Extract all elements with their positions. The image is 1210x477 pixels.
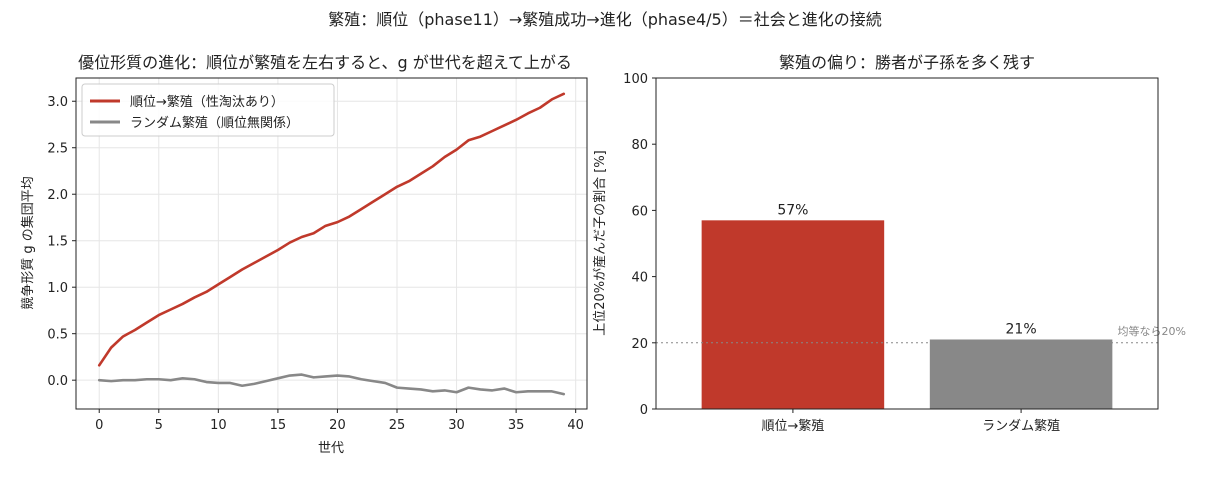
series-line-random xyxy=(97,373,566,396)
figure-suptitle: 繁殖：順位（phase11）→繁殖成功→進化（phase4/5）＝社会と進化の接… xyxy=(328,10,882,29)
y-tick-label: 1.5 xyxy=(47,235,68,250)
legend-label-ranked: 順位→繁殖（性淘汰あり） xyxy=(130,94,284,110)
line-chart-y-ticks: 0.0 0.5 1.0 1.5 2.0 2.5 3.0 xyxy=(47,95,76,389)
bar-value-label: 21% xyxy=(1006,321,1037,337)
bar-chart-frame xyxy=(655,77,1159,410)
y-tick-label: 0 xyxy=(640,403,648,418)
y-tick-label: 3.0 xyxy=(47,95,68,110)
bar-value-label: 57% xyxy=(777,202,808,218)
line-chart-title: 優位形質の進化：順位が繁殖を左右すると、g が世代を超えて上がる xyxy=(78,53,572,72)
bar-0 xyxy=(701,220,885,409)
reference-line-label: 均等なら20% xyxy=(1118,324,1186,338)
x-tick-label: 10 xyxy=(210,418,227,433)
bar-chart-title: 繁殖の偏り：勝者が子孫を多く残す xyxy=(779,53,1035,72)
line-chart-y-label: 競争形質 g の集団平均 xyxy=(20,176,36,310)
x-tick-label: 5 xyxy=(155,418,163,433)
line-chart-x-label: 世代 xyxy=(318,441,344,456)
x-tick-label: 35 xyxy=(508,418,525,433)
line-chart-legend: 順位→繁殖（性淘汰あり） ランダム繁殖（順位無関係） xyxy=(81,83,335,137)
y-tick-label: 80 xyxy=(631,138,648,153)
bar-chart-y-label: 上位20%が産んだ子の割合 [%] xyxy=(592,150,608,336)
x-tick-label: 15 xyxy=(270,418,287,433)
bar-chart-x-ticks: 順位→繁殖 ランダム繁殖 xyxy=(761,409,1060,434)
line-chart-frame xyxy=(75,77,588,410)
y-tick-label: 0.5 xyxy=(47,328,68,343)
series-line-ranked xyxy=(97,92,566,367)
line-chart-grid xyxy=(76,78,587,409)
x-tick-label: 順位→繁殖 xyxy=(761,418,824,434)
bar-chart-bars: 57% 21% xyxy=(701,202,1113,409)
line-chart: 優位形質の進化：順位が繁殖を左右すると、g が世代を超えて上がる 0 5 10 15 2… xyxy=(20,53,588,456)
bar-chart-y-ticks: 0 20 40 60 80 100 xyxy=(623,72,656,418)
legend-label-random: ランダム繁殖（順位無関係） xyxy=(130,115,299,131)
line-chart-series xyxy=(97,92,566,396)
y-tick-label: 2.5 xyxy=(47,142,68,157)
x-tick-label: 20 xyxy=(329,418,346,433)
y-tick-label: 1.0 xyxy=(47,281,68,296)
x-tick-label: ランダム繁殖 xyxy=(982,418,1060,434)
y-tick-label: 2.0 xyxy=(47,188,68,203)
bar-chart-reference: 均等なら20% xyxy=(656,324,1186,344)
x-tick-label: 25 xyxy=(389,418,406,433)
x-tick-label: 0 xyxy=(95,418,103,433)
y-tick-label: 60 xyxy=(631,204,648,219)
x-tick-label: 40 xyxy=(567,418,584,433)
line-chart-x-ticks: 0 5 10 15 20 25 30 35 40 xyxy=(95,409,584,433)
bar-chart: 繁殖の偏り：勝者が子孫を多く残す 57% 21% 均等なら20% 0 20 40 60 8… xyxy=(592,53,1186,434)
y-tick-label: 40 xyxy=(631,271,648,286)
y-tick-label: 0.0 xyxy=(47,374,68,389)
legend-box xyxy=(81,83,335,137)
bar-1 xyxy=(929,339,1113,409)
y-tick-label: 20 xyxy=(631,337,648,352)
x-tick-label: 30 xyxy=(448,418,465,433)
y-tick-label: 100 xyxy=(623,72,648,87)
